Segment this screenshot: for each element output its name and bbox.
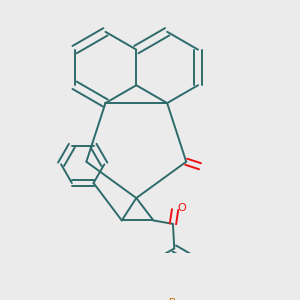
Text: O: O (178, 203, 187, 213)
Text: Br: Br (169, 298, 180, 300)
